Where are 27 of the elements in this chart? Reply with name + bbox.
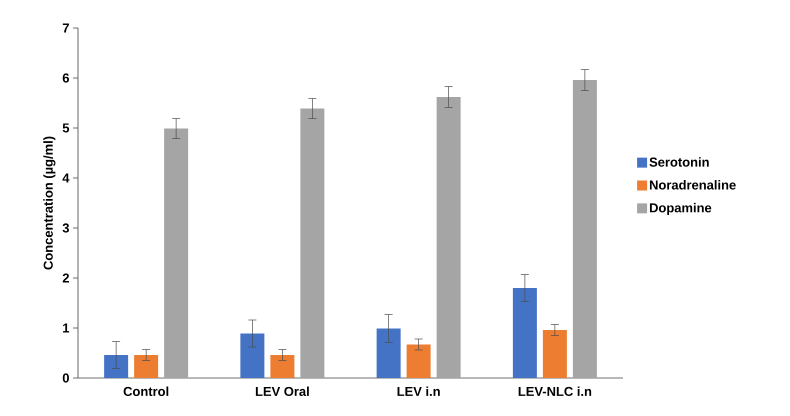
y-tick-label: 5 <box>62 123 70 133</box>
bar <box>240 334 264 378</box>
legend-label: Noradrenaline <box>650 180 736 190</box>
x-tick-label: Control <box>124 386 168 396</box>
bar <box>542 330 567 378</box>
x-tick-label: LEV Oral <box>256 386 309 396</box>
y-axis-title: Concentration (µg/ml) <box>43 136 56 270</box>
bar <box>512 288 537 378</box>
y-tick-label: 4 <box>62 174 70 182</box>
bar <box>406 344 431 378</box>
y-tick-label: 1 <box>63 324 70 332</box>
bar <box>572 80 597 378</box>
bar <box>376 328 401 378</box>
legend-label: Serotonin <box>649 157 709 167</box>
y-tick-label: 2 <box>62 273 69 283</box>
bar <box>436 97 461 378</box>
y-tick-label: 3 <box>62 223 70 233</box>
bar <box>270 355 294 378</box>
x-tick-label: LEV i.n <box>398 386 440 396</box>
y-tick-label: 6 <box>62 73 70 83</box>
bar <box>164 128 188 378</box>
legend-label: Dopamine <box>650 202 712 215</box>
y-tick-label: 0 <box>62 373 69 383</box>
bar <box>300 108 324 378</box>
x-tick-label: LEV-NLC i.n <box>518 386 592 396</box>
bar <box>134 355 158 378</box>
y-tick-label: 7 <box>62 24 69 32</box>
